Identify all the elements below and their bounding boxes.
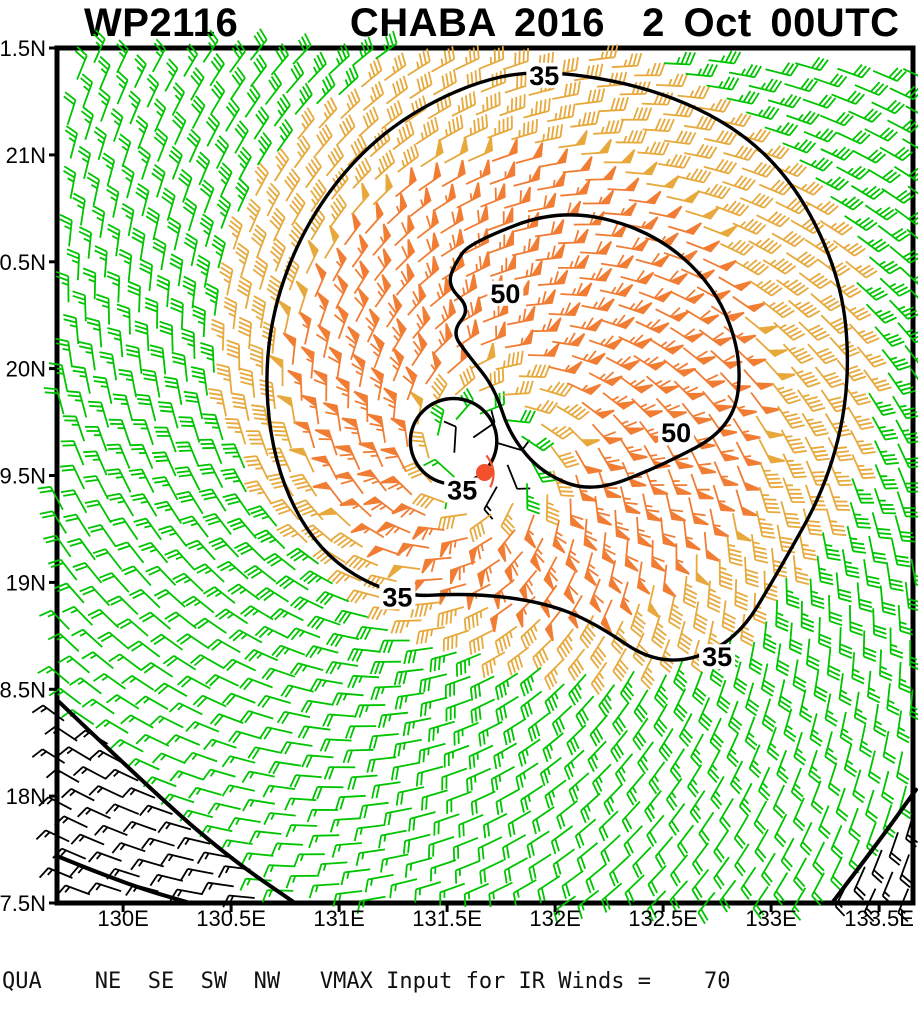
wind-barbs-layer (31, 28, 918, 925)
svg-text:131E: 131E (313, 906, 364, 931)
fix-info-block: QUA NE SE SW NW VMAX Input for IR Winds … (2, 929, 810, 1014)
axes: 21.5N 21N 20.5N 20N 19.5N 19N 18.5N 18N 17.5N 130… (0, 36, 914, 931)
contour-label: 35 (379, 582, 416, 612)
svg-text:50: 50 (490, 279, 520, 309)
svg-text:35: 35 (702, 642, 732, 672)
svg-text:19.5N: 19.5N (0, 464, 46, 489)
chart-title: WP2116 CHABA 2016 2 Oct 00UTC (84, 1, 900, 45)
svg-text:20.5N: 20.5N (0, 250, 46, 275)
track-mark (485, 454, 495, 488)
svg-text:130.5E: 130.5E (196, 906, 266, 931)
svg-text:35: 35 (529, 61, 559, 91)
contour-label: 35 (526, 61, 563, 91)
storm-center-dot (476, 464, 493, 481)
svg-text:131.5E: 131.5E (412, 906, 482, 931)
contour-label: 50 (658, 418, 695, 448)
coastline (55, 697, 297, 905)
svg-text:35: 35 (447, 476, 477, 506)
contour-50-inner (448, 213, 741, 489)
coastline (830, 787, 918, 905)
svg-text:130E: 130E (97, 906, 148, 931)
svg-text:35: 35 (382, 582, 412, 612)
contour-35-outer (265, 71, 850, 662)
svg-text:18.5N: 18.5N (0, 677, 46, 702)
svg-text:132.5E: 132.5E (628, 906, 698, 931)
svg-text:20N: 20N (6, 357, 46, 382)
svg-text:50: 50 (661, 418, 691, 448)
contour-label: 35 (699, 642, 736, 672)
contour-label: 50 (487, 279, 524, 309)
svg-text:21.5N: 21.5N (0, 36, 46, 61)
svg-text:21N: 21N (6, 143, 46, 168)
svg-text:19N: 19N (6, 570, 46, 595)
svg-text:133.5E: 133.5E (844, 906, 914, 931)
svg-text:18N: 18N (6, 784, 46, 809)
svg-text:17.5N: 17.5N (0, 891, 46, 916)
coastline (55, 854, 193, 905)
contour-label: 35 (444, 476, 481, 506)
svg-text:132E: 132E (529, 906, 580, 931)
svg-text:133E: 133E (745, 906, 796, 931)
info-line-quadrants: QUA NE SE SW NW VMAX Input for IR Winds … (2, 969, 731, 994)
